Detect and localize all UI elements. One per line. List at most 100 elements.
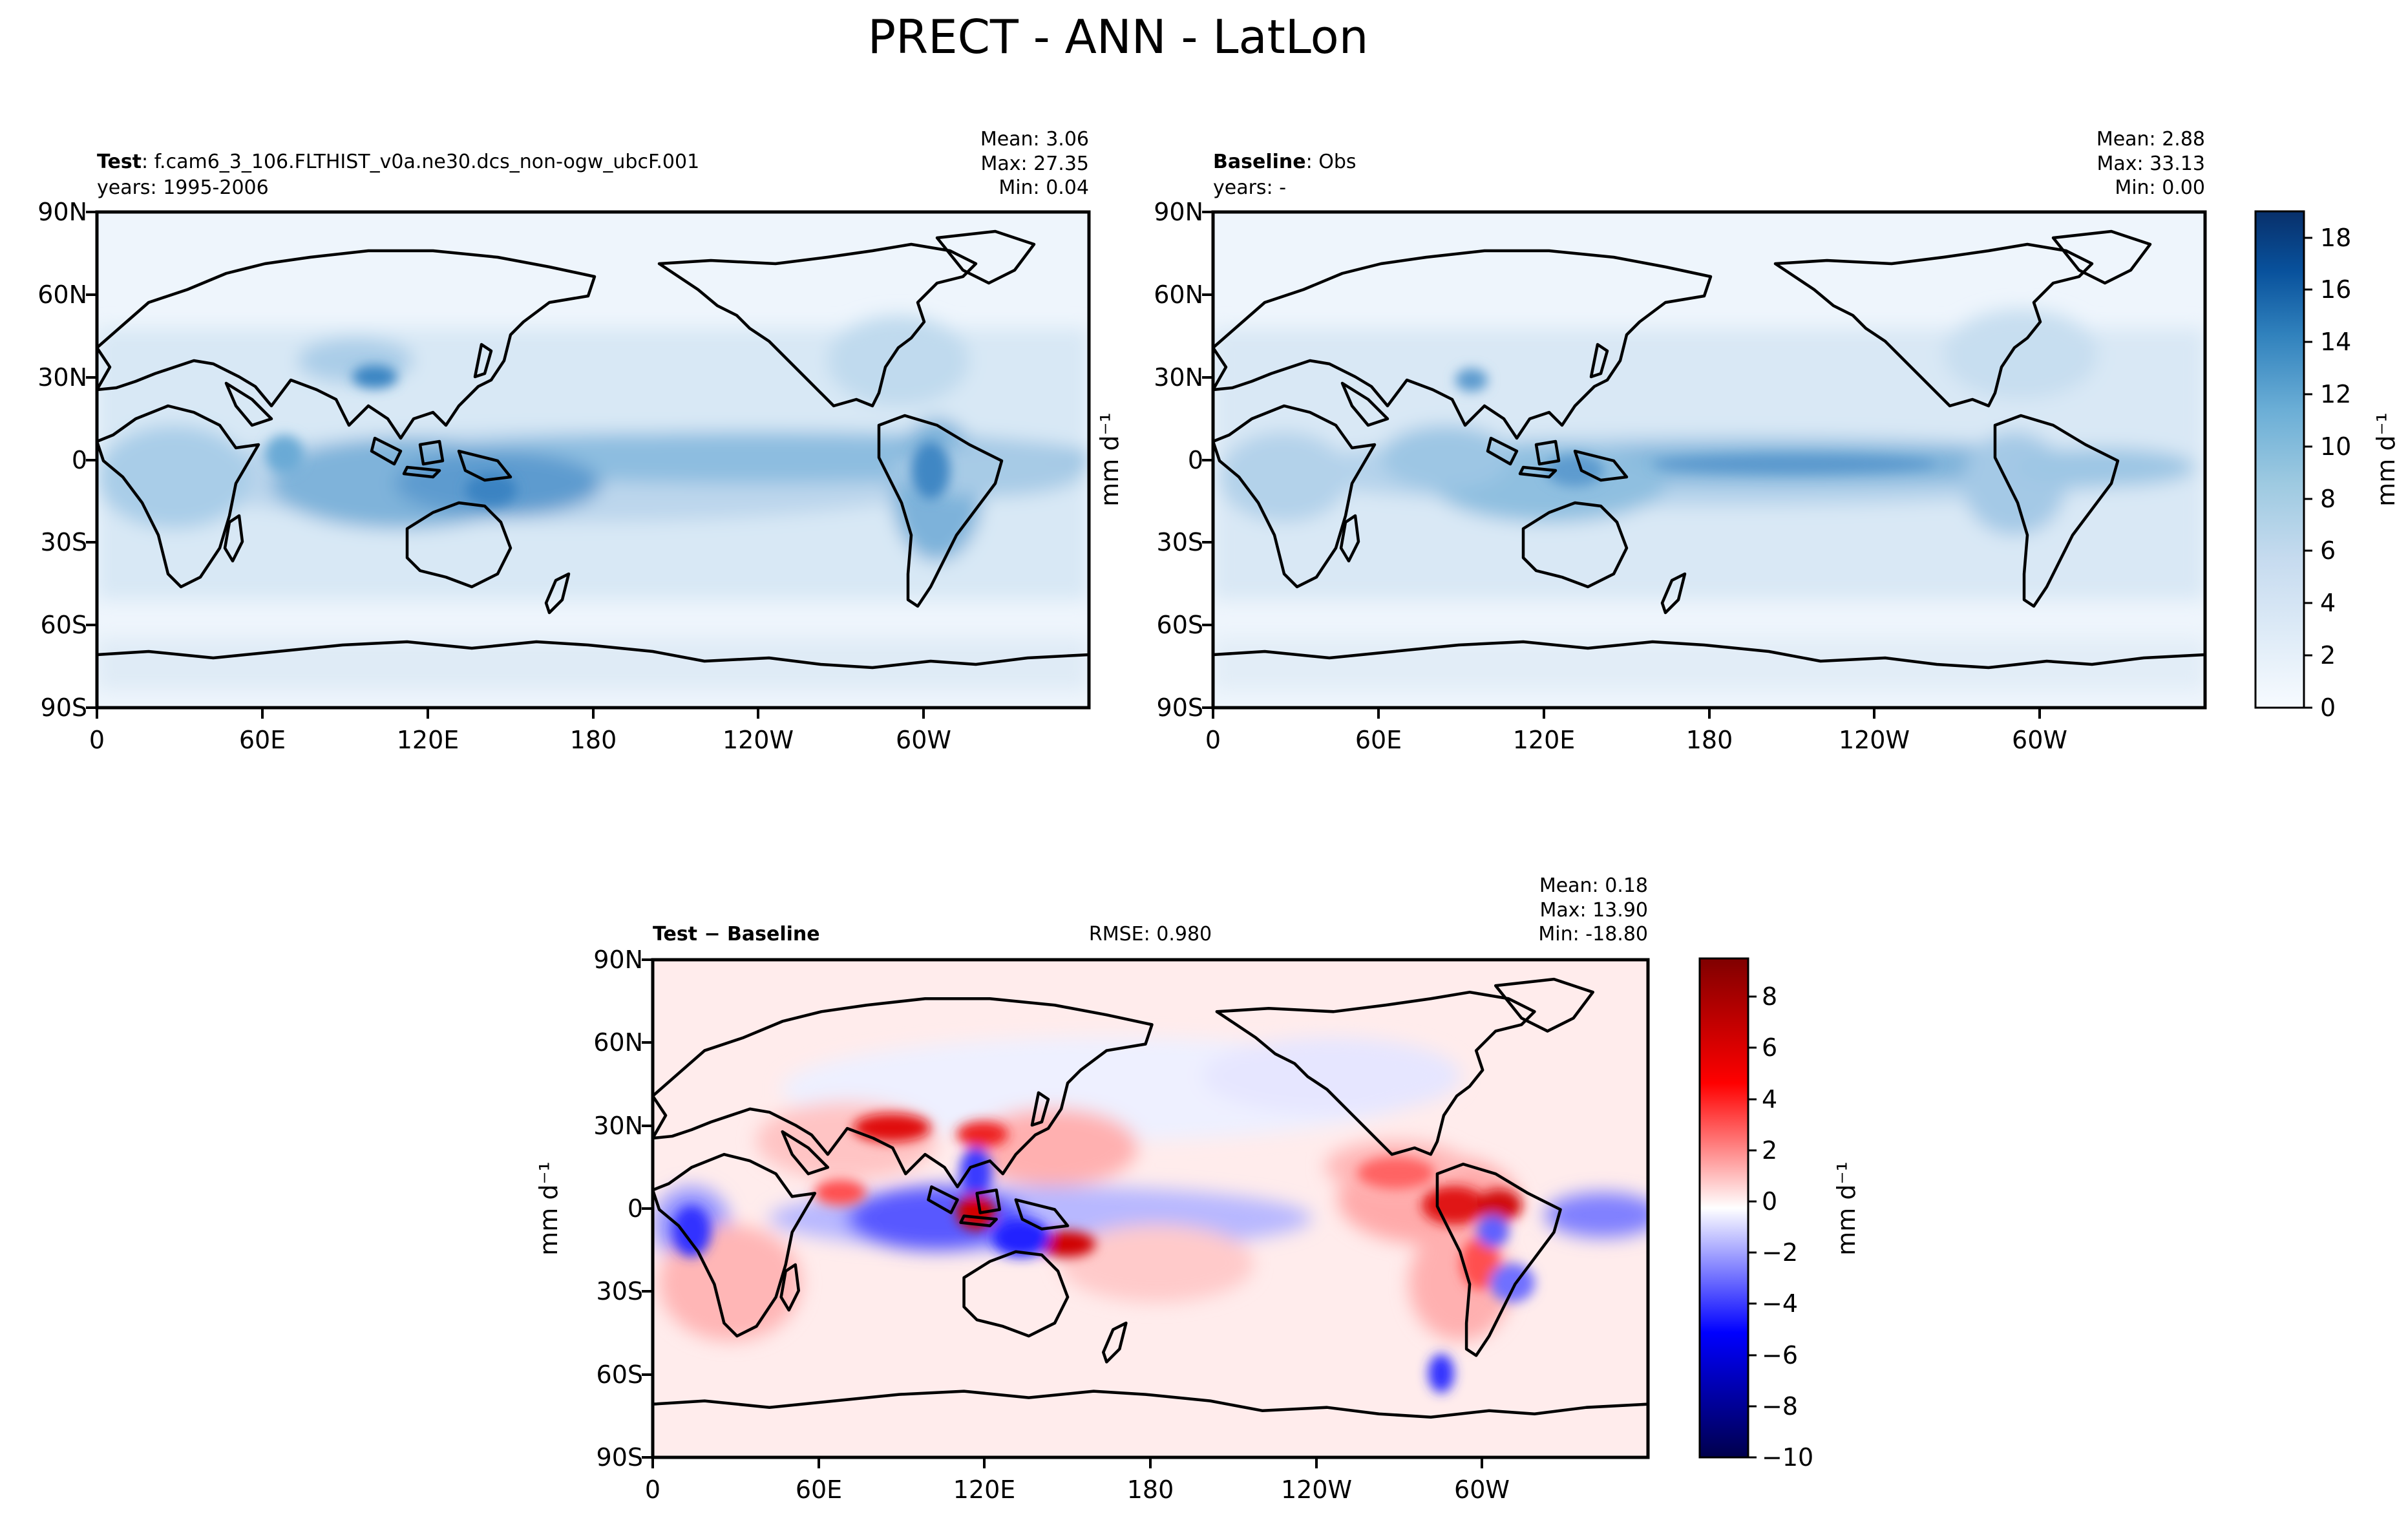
- lat-tick: 90S: [597, 1443, 643, 1472]
- baseline-source: : Obs: [1306, 151, 1357, 173]
- lon-tick: 0: [1205, 726, 1221, 754]
- baseline-panel: Baseline: Obs years: - Mean: 2.88 Max: 3…: [1154, 128, 2207, 754]
- lon-tick: 120W: [1281, 1475, 1352, 1504]
- test-years: years: 1995-2006: [97, 176, 269, 199]
- diff-colorbar-tick: 2: [1762, 1136, 1777, 1165]
- lat-tick: 60N: [37, 280, 87, 309]
- precip-colorbar-tick: 12: [2320, 380, 2351, 408]
- lat-tick: 30S: [597, 1277, 643, 1305]
- lat-tick: 60S: [41, 611, 87, 639]
- precip-colorbar-tick: 8: [2320, 485, 2336, 513]
- figure-title: PRECT - ANN - LatLon: [868, 10, 1369, 64]
- baseline-label-bold: Baseline: [1213, 151, 1306, 173]
- baseline-mean: Mean: 2.88: [2096, 128, 2205, 151]
- precip-colorbar-tick: 2: [2320, 641, 2336, 670]
- diff-panel: Test − Baseline RMSE: 0.980 Mean: 0.18 M…: [593, 874, 1650, 1504]
- baseline-min: Min: 0.00: [2115, 176, 2205, 199]
- lon-tick: 60E: [1355, 726, 1402, 754]
- lon-tick: 60E: [239, 726, 286, 754]
- diff-lat-ticks: 90N 60N 30N 0 30S 60S 90S: [593, 946, 643, 1472]
- lon-tick: 120W: [1839, 726, 1910, 754]
- diff-min: Min: -18.80: [1538, 923, 1648, 946]
- lat-tick: 0: [628, 1194, 643, 1223]
- diff-colorbar-tick: 6: [1762, 1033, 1777, 1062]
- diff-tick-marks: [642, 958, 1483, 1468]
- precip-colorbar-tick: 0: [2320, 693, 2336, 722]
- lat-tick: 90N: [1154, 198, 1203, 226]
- baseline-lat-ticks: 90N 60N 30N 0 30S 60S 90S: [1154, 198, 1203, 722]
- diff-colorbar-tick: 4: [1762, 1085, 1777, 1114]
- baseline-years: years: -: [1213, 176, 1286, 199]
- precip-colorbar-tick: 10: [2320, 432, 2351, 461]
- lat-tick: 90N: [593, 946, 643, 974]
- diff-colorbar-label: mm d⁻¹: [1832, 1161, 1861, 1256]
- baseline-units-label: mm d⁻¹: [1095, 412, 1124, 507]
- test-mean: Mean: 3.06: [980, 128, 1089, 151]
- test-map-field: [97, 212, 1089, 708]
- test-panel: Test: f.cam6_3_106.FLTHIST_v0a.ne30.dcs_…: [37, 128, 1091, 754]
- lon-tick: 180: [1127, 1475, 1174, 1504]
- diff-panel-title: Test − Baseline: [653, 923, 820, 946]
- lon-tick: 120E: [397, 726, 459, 754]
- test-label-bold: Test: [97, 151, 142, 173]
- test-min: Min: 0.04: [998, 176, 1089, 199]
- lon-tick: 60E: [796, 1475, 842, 1504]
- lat-tick: 90S: [41, 693, 87, 722]
- precip-colorbar-tick: 16: [2320, 275, 2351, 304]
- precip-colorbar-tick: 4: [2320, 589, 2336, 617]
- lat-tick: 60S: [1157, 611, 1203, 639]
- precip-colorbar-tick: 6: [2320, 536, 2336, 565]
- test-panel-title: Test: f.cam6_3_106.FLTHIST_v0a.ne30.dcs_…: [97, 151, 699, 173]
- diff-max: Max: 13.90: [1539, 899, 1648, 922]
- lat-tick: 30S: [1157, 528, 1203, 556]
- diff-colorbar-tick: −10: [1762, 1443, 1813, 1472]
- lon-tick: 120W: [723, 726, 794, 754]
- lat-tick: 30N: [593, 1112, 643, 1140]
- diff-rmse: RMSE: 0.980: [1089, 923, 1212, 946]
- diff-colorbar-tick: −4: [1762, 1289, 1798, 1318]
- lat-tick: 30S: [41, 528, 87, 556]
- lat-tick: 30N: [1154, 363, 1203, 392]
- lon-tick: 60W: [1454, 1475, 1510, 1504]
- lon-tick: 180: [570, 726, 617, 754]
- lon-tick: 60W: [2012, 726, 2067, 754]
- lat-tick: 60N: [1154, 280, 1203, 309]
- lat-tick: 0: [1188, 446, 1203, 474]
- diff-colorbar-tick: 8: [1762, 982, 1777, 1011]
- diff-colorbar-tick: −6: [1762, 1341, 1798, 1369]
- precip-colorbar: 0 2 4 6 8 10 12 14 16 18 mm d⁻¹: [2254, 210, 2400, 722]
- lon-tick: 0: [89, 726, 105, 754]
- baseline-panel-title: Baseline: Obs: [1213, 151, 1357, 173]
- lat-tick: 60S: [597, 1360, 643, 1389]
- precip-colorbar-label: mm d⁻¹: [2372, 412, 2400, 507]
- lon-tick: 60W: [896, 726, 951, 754]
- diff-colorbar-tick: −8: [1762, 1392, 1798, 1421]
- lon-tick: 120E: [1513, 726, 1576, 754]
- test-lat-ticks: 90N 60N 30N 0 30S 60S 90S: [37, 198, 87, 722]
- diff-lon-ticks: 0 60E 120E 180 120W 60W: [645, 1475, 1510, 1504]
- precip-colorbar-tick: 18: [2320, 224, 2351, 252]
- baseline-lon-ticks: 0 60E 120E 180 120W 60W: [1205, 726, 2067, 754]
- lat-tick: 90N: [37, 198, 87, 226]
- lat-tick: 0: [72, 446, 87, 474]
- diff-map-field: [653, 960, 1648, 1457]
- precip-colorbar-tick: 14: [2320, 328, 2351, 356]
- lon-tick: 0: [645, 1475, 660, 1504]
- test-case-name: : f.cam6_3_106.FLTHIST_v0a.ne30.dcs_non-…: [142, 151, 699, 173]
- test-tick-marks: [86, 211, 925, 719]
- baseline-tick-marks: [1202, 211, 2041, 719]
- diff-mean: Mean: 0.18: [1539, 874, 1648, 897]
- test-lon-ticks: 0 60E 120E 180 120W 60W: [89, 726, 951, 754]
- lat-tick: 30N: [37, 363, 87, 392]
- diff-colorbar-tick: −2: [1762, 1238, 1798, 1267]
- diff-colorbar: −10 −8 −6 −4 −2 0 2 4 6 8 mm d⁻¹: [1698, 957, 1861, 1472]
- lat-tick: 90S: [1157, 693, 1203, 722]
- baseline-map-field: [1213, 212, 2205, 708]
- lat-tick: 60N: [593, 1028, 643, 1057]
- baseline-max: Max: 33.13: [2096, 153, 2205, 175]
- lon-tick: 120E: [953, 1475, 1016, 1504]
- lon-tick: 180: [1686, 726, 1733, 754]
- diff-left-units-label: mm d⁻¹: [534, 1161, 563, 1256]
- test-max: Max: 27.35: [980, 153, 1089, 175]
